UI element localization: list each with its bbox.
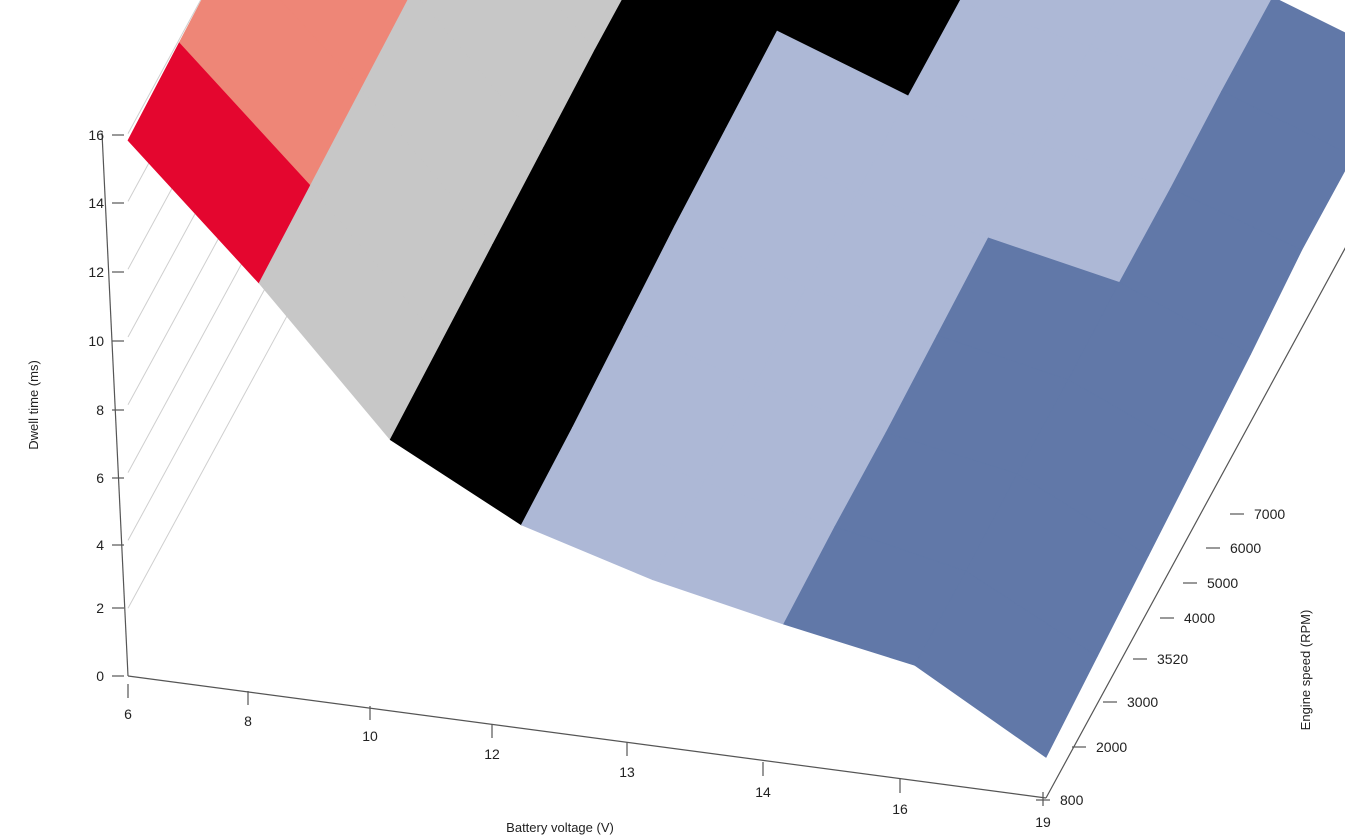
y-tick-label-5000: 5000	[1207, 575, 1238, 591]
z-tick-label-12: 12	[88, 264, 104, 280]
z-tick-label-10: 10	[88, 333, 104, 349]
x-tick-label-8: 8	[244, 713, 252, 729]
y-axis-line	[1045, 247, 1345, 799]
x-tick-label-12: 12	[484, 746, 500, 762]
z-tick-label-14: 14	[88, 195, 104, 211]
z-tick-label-16: 16	[88, 127, 104, 143]
z-tick-label-2: 2	[96, 600, 104, 616]
surface-cell-1-4	[551, 0, 623, 51]
x-tick-label-16: 16	[892, 801, 908, 817]
x-tick-label-6: 6	[124, 706, 132, 722]
x-tick-label-19: 19	[1035, 814, 1051, 830]
y-tick-label-6000: 6000	[1230, 540, 1261, 556]
x-axis-title: Battery voltage (V)	[506, 820, 614, 835]
x-tick-label-13: 13	[619, 764, 635, 780]
y-tick-label-3000: 3000	[1127, 694, 1158, 710]
surface-cell-6-0	[914, 570, 1098, 758]
y-tick-label-3520: 3520	[1157, 651, 1188, 667]
z-tick-label-8: 8	[96, 402, 104, 418]
z-axis-title: Dwell time (ms)	[26, 360, 41, 450]
y-tick-label-4000: 4000	[1184, 610, 1215, 626]
z-tick-label-0: 0	[96, 668, 104, 684]
x-tick-label-10: 10	[362, 728, 378, 744]
axes: 0 2 4 6 8 10 12 14 16 6 8 10 12 13 14 16 19 800 2000 3000 35…	[88, 127, 1345, 830]
y-tick-label-7000: 7000	[1254, 506, 1285, 522]
y-tick-label-2000: 2000	[1096, 739, 1127, 755]
y-axis-title: Engine speed (RPM)	[1298, 610, 1313, 731]
x-tick-label-14: 14	[755, 784, 771, 800]
z-tick-label-4: 4	[96, 537, 104, 553]
x-axis-line	[127, 675, 1047, 799]
z-tick-label-6: 6	[96, 470, 104, 486]
gridline-z-4	[127, 0, 423, 541]
z-axis-line	[101, 132, 129, 677]
surface-plot	[127, 0, 1345, 758]
y-tick-label-800: 800	[1060, 792, 1084, 808]
